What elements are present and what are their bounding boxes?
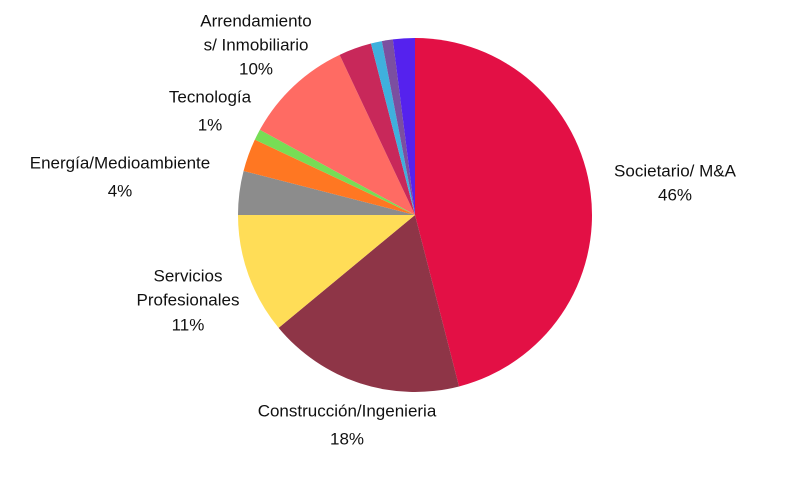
slice-label: Servicios xyxy=(154,266,223,285)
slice-value-label: 46% xyxy=(658,185,692,204)
slice-label: s/ Inmobiliario xyxy=(204,35,309,54)
slice-value-label: 10% xyxy=(239,59,273,78)
slice-label: Societario/ M&A xyxy=(614,161,737,180)
slice-value-label: 11% xyxy=(172,315,205,334)
slice-value-label: 18% xyxy=(330,429,364,448)
pie-slice xyxy=(259,54,415,215)
pie-slice xyxy=(238,170,415,215)
pie-slice xyxy=(278,215,460,392)
slice-label: Profesionales xyxy=(136,290,239,309)
slice-label: Energía/Medioambiente xyxy=(30,153,211,172)
slice-value-label: 1% xyxy=(198,115,223,134)
pie-slice xyxy=(392,38,415,215)
pie-slice xyxy=(243,139,415,215)
pie-slice xyxy=(370,41,415,215)
pie-slice xyxy=(254,129,415,215)
pie-slice xyxy=(339,43,415,216)
slice-value-label: 4% xyxy=(108,181,133,200)
pie-slice xyxy=(415,38,592,387)
slice-label: Tecnología xyxy=(169,87,252,106)
slice-label: Arrendamiento xyxy=(200,11,312,30)
pie-slice xyxy=(381,39,415,216)
slice-label: Construcción/Ingenieria xyxy=(258,401,437,420)
pie-slice xyxy=(237,215,415,328)
